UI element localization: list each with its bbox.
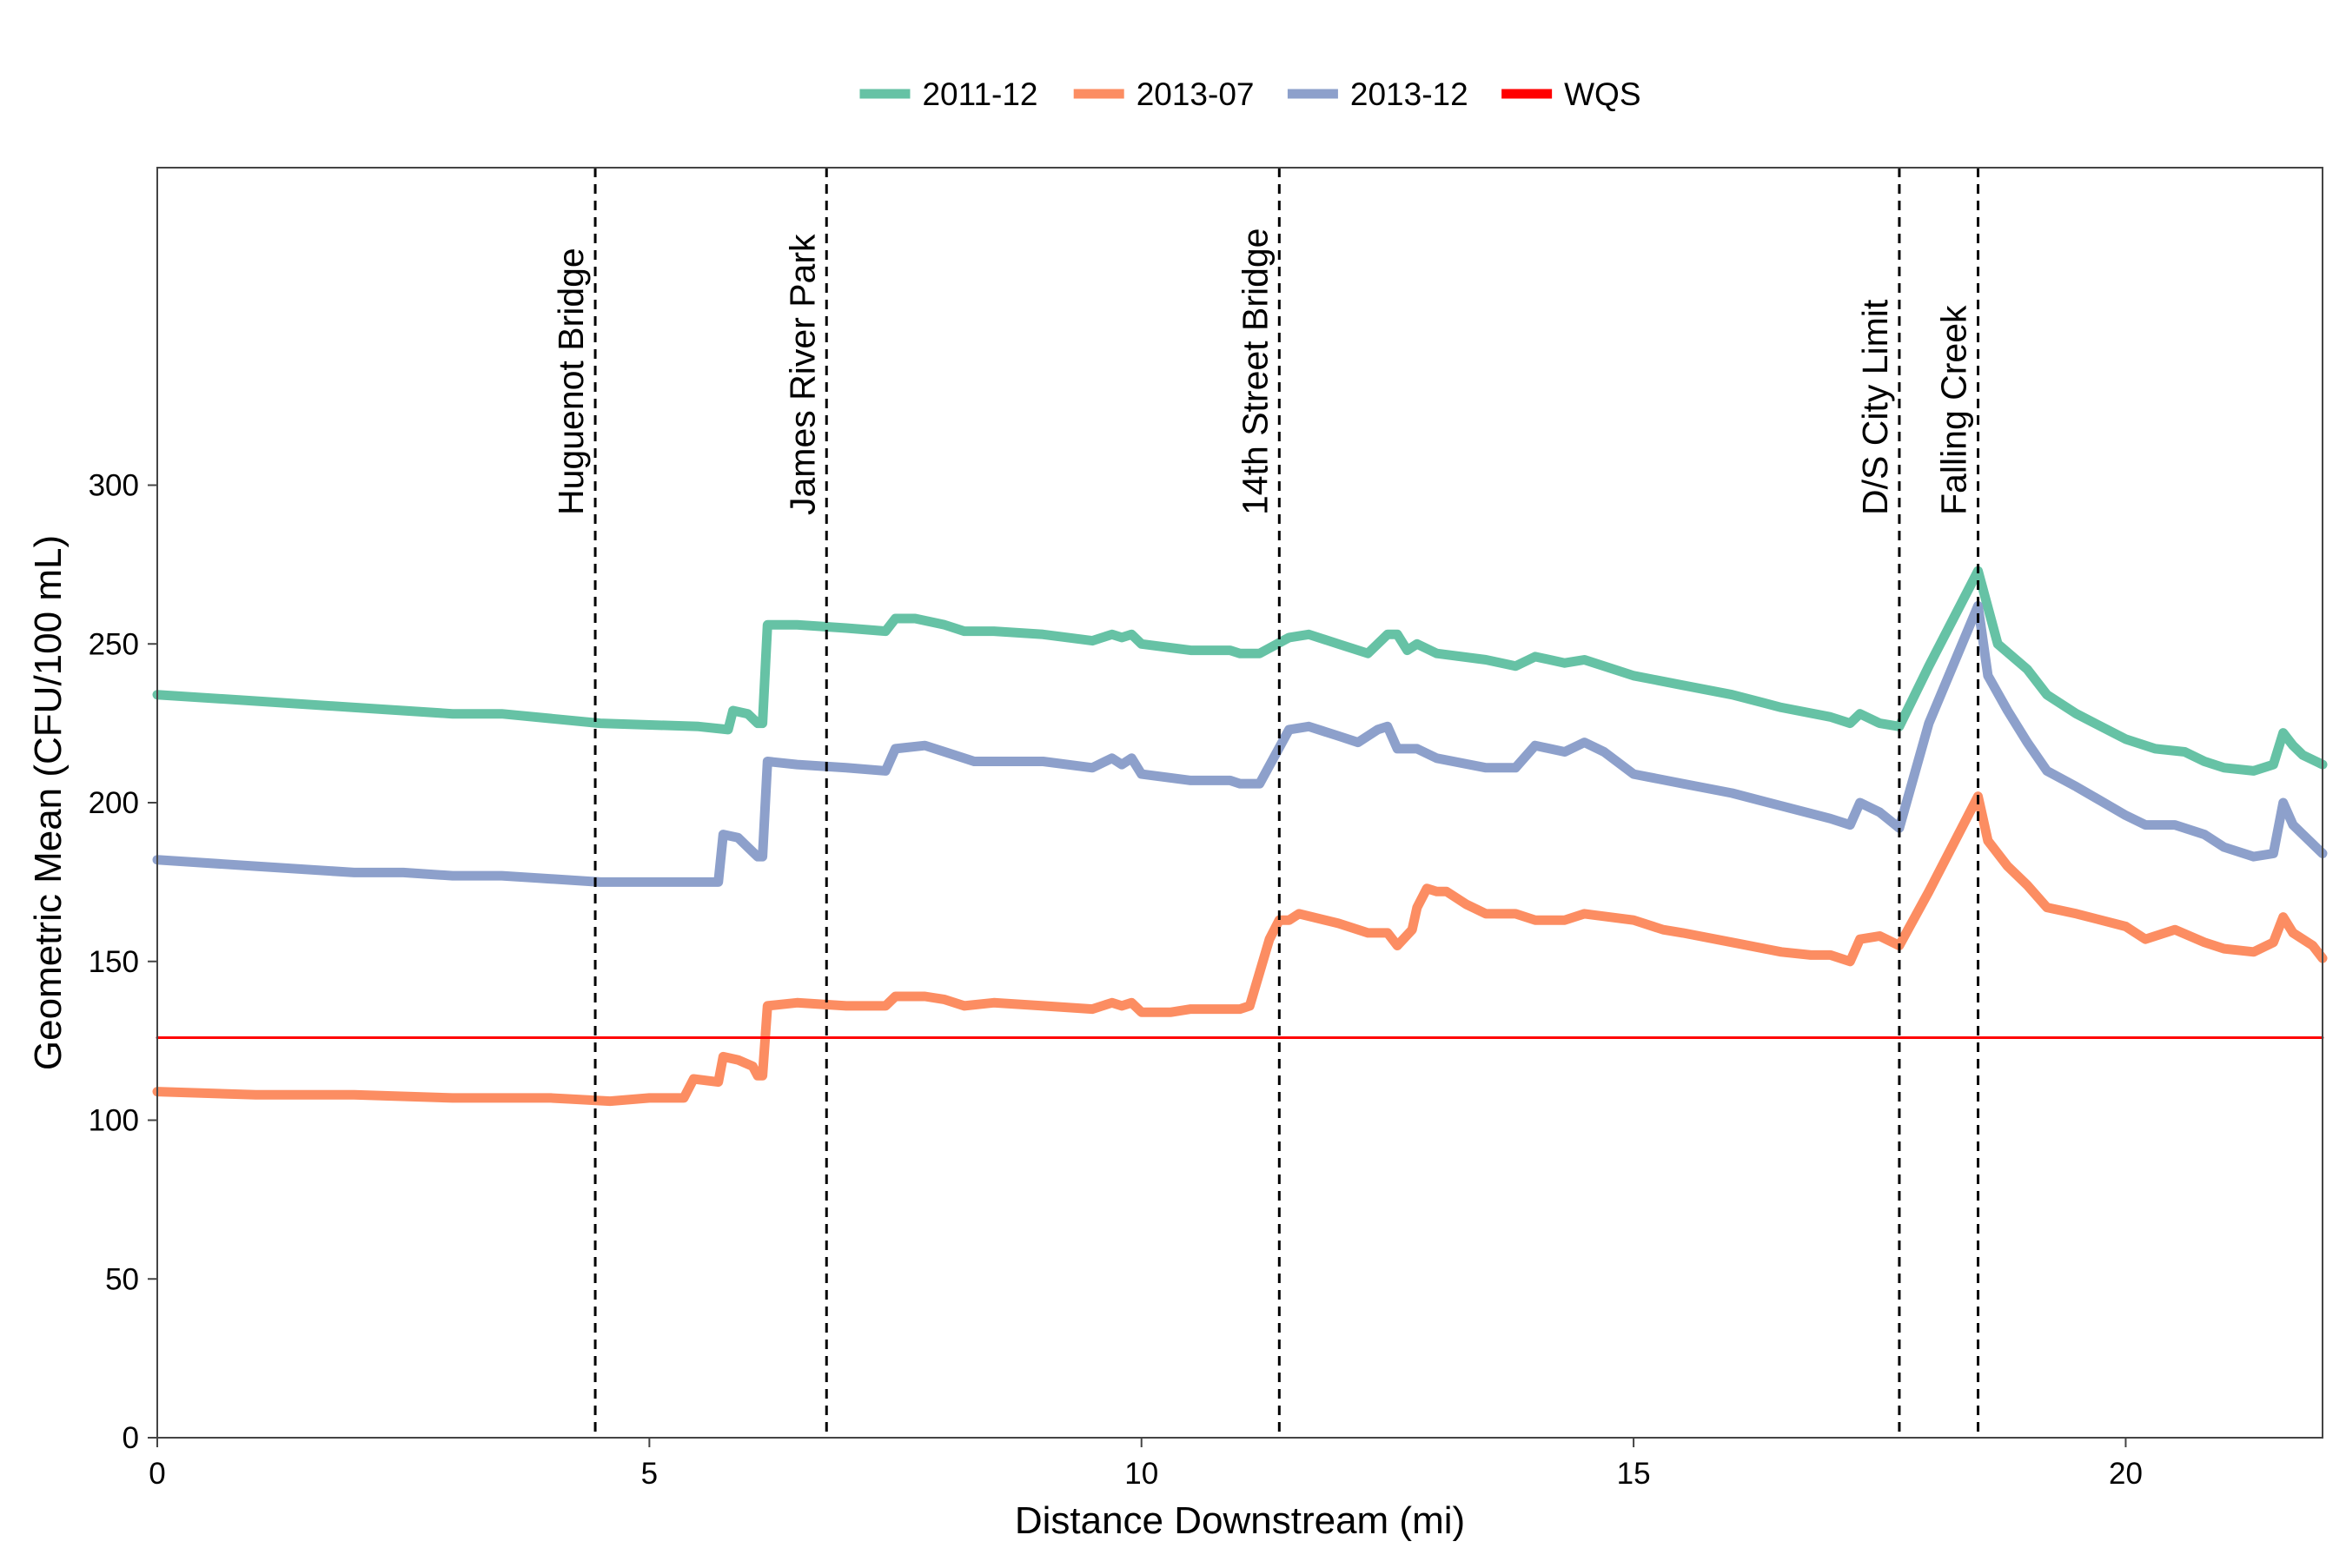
legend-item-2013-07: 2013-07 xyxy=(1073,76,1255,112)
series-line-2013-12 xyxy=(152,600,2328,887)
vline-label-d-s-city-limit: D/S City Limit xyxy=(1855,299,1895,515)
x-axis-label: Distance Downstream (mi) xyxy=(1015,1499,1465,1542)
reference-lines-layer: Huguenot Bridge James River Park 14th Stre… xyxy=(551,168,1980,1438)
vline-label-huguenot-bridge: Huguenot Bridge xyxy=(551,248,591,515)
x-tick-label: 0 xyxy=(149,1457,165,1491)
legend-label-wqs: WQS xyxy=(1564,76,1640,112)
legend-label-2011-12: 2011-12 xyxy=(922,76,1037,112)
legend-label-2013-07: 2013-07 xyxy=(1137,76,1255,112)
x-tick-label: 20 xyxy=(2109,1457,2143,1491)
series-line-2013-07 xyxy=(152,791,2328,1107)
legend-item-2011-12: 2011-12 xyxy=(859,76,1038,112)
y-tick-label: 200 xyxy=(89,786,139,820)
y-tick-label: 150 xyxy=(89,945,139,979)
vline-label-falling-creek: Falling Creek xyxy=(1934,305,1974,515)
x-tick-label: 15 xyxy=(1617,1457,1651,1491)
y-tick-label: 50 xyxy=(105,1262,139,1296)
legend-label-2013-12: 2013-12 xyxy=(1350,76,1468,112)
y-tick-label: 250 xyxy=(89,627,139,661)
y-tick-label: 0 xyxy=(123,1421,139,1455)
y-axis-label: Geometric Mean (CFU/100 mL) xyxy=(27,535,70,1070)
vline-label-14th-street-bridge: 14th Street Bridge xyxy=(1235,228,1275,515)
series-line-2011-12 xyxy=(152,566,2328,776)
series-layer xyxy=(152,566,2328,1107)
x-tick-label: 10 xyxy=(1124,1457,1158,1491)
legend-item-2013-12: 2013-12 xyxy=(1287,76,1468,112)
plot-panel-border xyxy=(156,167,2323,1439)
y-tick-label: 300 xyxy=(89,469,139,503)
vline-label-james-river-park: James River Park xyxy=(782,234,822,515)
x-tick-label: 5 xyxy=(641,1457,658,1491)
y-tick-label: 100 xyxy=(89,1104,139,1138)
legend: 2011-12 2013-07 2013-12 WQS xyxy=(859,76,1641,112)
legend-item-wqs: WQS xyxy=(1501,76,1641,112)
